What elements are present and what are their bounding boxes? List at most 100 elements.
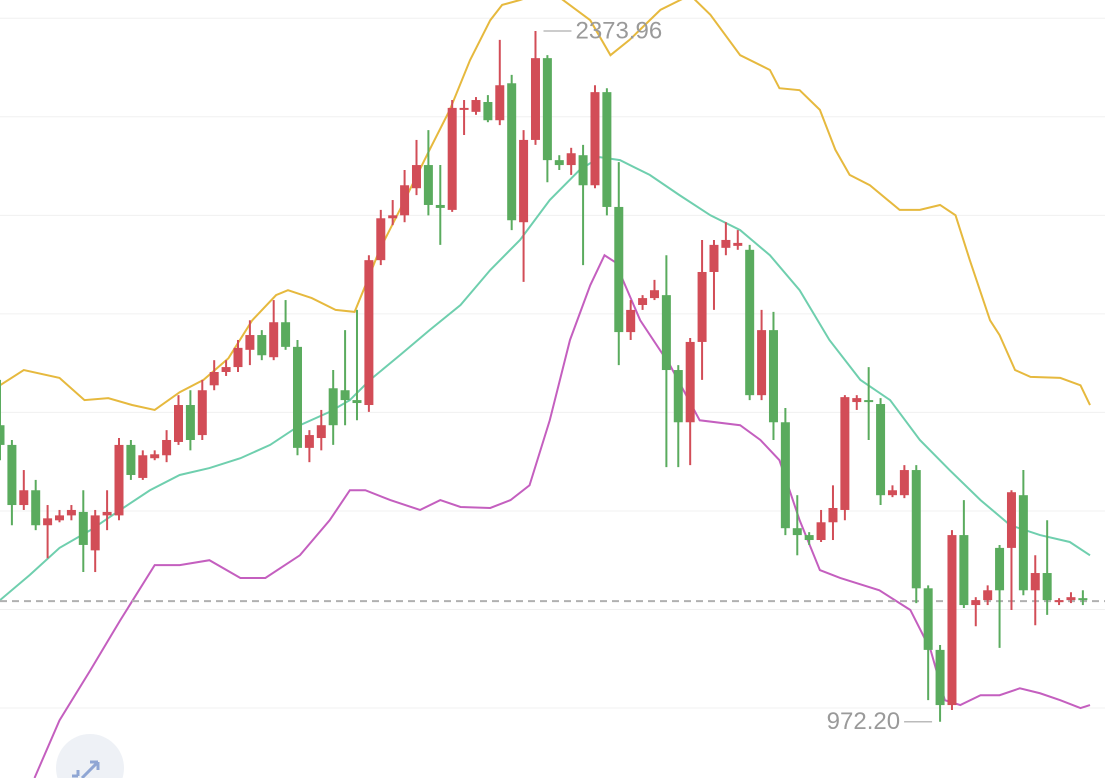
candle-body <box>173 405 183 442</box>
candle-body <box>102 511 112 516</box>
candle-body <box>150 454 160 459</box>
candle-body <box>233 347 243 368</box>
candle-body <box>483 101 493 121</box>
candle-body <box>471 100 481 112</box>
candle-body <box>626 309 636 333</box>
candle-body <box>352 400 362 404</box>
candle-body <box>685 341 695 423</box>
candle-body <box>887 490 897 496</box>
band-line <box>0 156 1091 601</box>
candle-body <box>304 435 314 448</box>
candle-body <box>709 244 719 272</box>
candle-body <box>292 346 302 448</box>
candle-body <box>852 398 862 403</box>
candle-body <box>1018 495 1028 591</box>
candle-body <box>66 509 76 516</box>
candle-body <box>745 249 755 396</box>
candle-body <box>257 335 267 356</box>
candle-body <box>554 160 564 166</box>
band-line <box>33 253 1091 778</box>
candle-body <box>792 528 802 536</box>
candle-body <box>376 218 386 261</box>
candle-body <box>0 425 5 445</box>
candle-body <box>721 239 731 248</box>
candle-body <box>638 298 648 305</box>
candle-body <box>209 372 219 386</box>
candle-body <box>114 444 124 516</box>
candle-body <box>411 165 421 189</box>
candle-body <box>864 400 874 403</box>
candle-body <box>995 547 1005 591</box>
candle-body <box>126 444 136 475</box>
candle-body <box>1030 573 1040 591</box>
candle-body <box>828 507 838 523</box>
candle-body <box>935 649 945 706</box>
candle-body <box>519 139 529 223</box>
candle-body <box>245 335 255 350</box>
candle-body <box>768 330 778 423</box>
candle-body <box>947 535 957 706</box>
candle-body <box>757 330 767 396</box>
band-line <box>0 0 1091 412</box>
candle-body <box>221 367 231 373</box>
candle-body <box>1078 598 1088 601</box>
candle-body <box>578 155 588 186</box>
expand-button[interactable] <box>56 734 124 778</box>
candle-body <box>911 470 921 589</box>
candle-body <box>542 58 552 161</box>
candle-body <box>447 107 457 210</box>
candle-body <box>1042 573 1052 601</box>
candle-body <box>138 455 148 478</box>
candle-body <box>90 515 100 551</box>
candle-body <box>364 260 374 406</box>
candle-body <box>328 388 338 426</box>
candle-body <box>435 204 445 208</box>
candle-body <box>43 518 53 526</box>
candle-body <box>733 242 743 246</box>
candle-body <box>185 405 195 440</box>
candle-body <box>899 470 909 496</box>
candle-body <box>78 511 88 545</box>
candle-body <box>661 295 671 371</box>
candle-body <box>400 185 410 216</box>
candle-body <box>281 322 291 347</box>
candle-body <box>19 490 29 506</box>
annotation-label: 2373.96 <box>575 17 662 44</box>
candle-body <box>780 422 790 529</box>
candle-body <box>495 85 505 121</box>
candle-body <box>673 370 683 423</box>
candle-body <box>816 522 826 541</box>
candle-body <box>614 206 624 333</box>
candle-body <box>54 515 64 521</box>
candle-body <box>923 588 933 650</box>
candle-body <box>31 490 41 526</box>
candle-body <box>1066 597 1076 601</box>
candle-body <box>388 215 398 219</box>
candle-body <box>876 404 886 496</box>
candle-body <box>959 535 969 606</box>
candle-body <box>507 83 517 221</box>
candle-body <box>566 153 576 166</box>
candle-body <box>7 444 17 506</box>
candle-body <box>340 390 350 401</box>
candle-body <box>602 92 612 207</box>
candle-body <box>804 535 814 541</box>
candle-body <box>590 92 600 186</box>
candle-body <box>1054 600 1064 603</box>
candle-body <box>316 425 326 439</box>
candle-body <box>971 600 981 606</box>
candle-body <box>423 165 433 205</box>
candle-body <box>269 322 279 358</box>
candle-body <box>162 439 172 456</box>
candle-body <box>983 590 993 601</box>
candle-body <box>649 290 659 299</box>
candle-body <box>197 390 207 436</box>
candle-body <box>840 397 850 510</box>
candle-body <box>1006 492 1016 548</box>
candle-body <box>697 271 707 342</box>
candle-body <box>530 58 540 140</box>
annotation-label: 972.20 <box>827 708 900 735</box>
candle-body <box>459 107 469 110</box>
